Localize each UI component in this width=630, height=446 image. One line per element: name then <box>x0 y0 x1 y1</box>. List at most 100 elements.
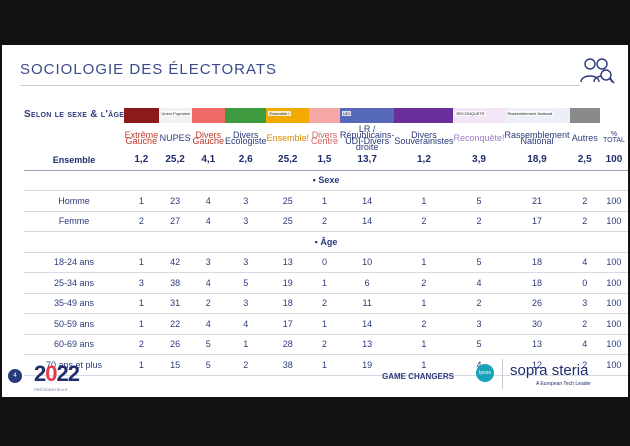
column-header: Ensemble! <box>266 132 310 143</box>
table-cell: 1 <box>224 334 267 355</box>
row-label: 60-69 ans <box>24 334 125 355</box>
table-cell: 2 <box>394 211 454 232</box>
table-cell: 3 <box>453 313 505 335</box>
table-row: 25-34 ans 3 38 4 5 19 1 6 2 4 18 0 100 <box>24 272 628 294</box>
section-header-row: ▪ Sexe <box>24 170 628 191</box>
row-label: 70 ans et plus <box>24 354 125 376</box>
table-cell: 1 <box>124 252 159 273</box>
section-text: Sexe <box>318 175 340 186</box>
section-header-row: ▪ Âge <box>24 231 628 253</box>
table-cell: 2 <box>309 293 340 314</box>
section-subtitle: Selon le sexe & l'âge <box>24 109 125 120</box>
slide: SOCIOLOGIE DES ÉLECTORATS Selon le sexe … <box>2 45 628 397</box>
footer-divider <box>502 359 503 389</box>
table-cell: 0 <box>569 272 600 294</box>
table-cell: 1 <box>394 334 454 355</box>
table-cell: 2,6 <box>224 149 267 171</box>
table-cell: 4 <box>191 190 225 212</box>
party-swatch: Rassemblement National <box>504 107 570 123</box>
table-row: Homme 1 23 4 3 25 1 14 1 5 21 2 100 <box>24 190 628 212</box>
table-cell: 3 <box>224 252 267 273</box>
sopra-steria-tagline: A European Tech Leader <box>536 381 591 387</box>
table-cell: 1 <box>309 354 340 376</box>
party-swatch: Union Populaire <box>158 107 192 123</box>
table-cell: 100 <box>599 211 628 232</box>
table-cell: 5 <box>191 354 225 376</box>
table-cell: 3 <box>224 293 267 314</box>
row-label: Homme <box>24 190 125 212</box>
table-cell: 13,7 <box>339 149 395 171</box>
table-cell: 25 <box>266 190 310 212</box>
party-swatch-cell: RECONQUETE <box>453 105 505 126</box>
table-cell: 18 <box>266 293 310 314</box>
table-cell: 19 <box>339 354 395 376</box>
table-cell: 100 <box>599 293 628 314</box>
table-cell: 4 <box>224 313 267 335</box>
electorate-table: Union Populaire Ensemble ! UDI RECONQUETE Ra… <box>24 105 628 376</box>
table-cell: 1 <box>309 272 340 294</box>
table-cell: 10 <box>339 252 395 273</box>
table-cell: 26 <box>504 293 570 314</box>
table-row: 35-49 ans 1 31 2 3 18 2 11 1 2 26 3 100 <box>24 293 628 314</box>
page-number: 4 <box>8 369 22 383</box>
row-label: 35-49 ans <box>24 293 125 314</box>
table-cell: 2 <box>569 190 600 212</box>
bullet-icon: ▪ <box>314 236 321 247</box>
table-cell: 13 <box>504 334 570 355</box>
table-cell: 100 <box>599 354 628 376</box>
column-header: Extrême Gauche <box>124 129 159 146</box>
table-cell: 19 <box>266 272 310 294</box>
table-cell: 13 <box>266 252 310 273</box>
subtitle-cell <box>24 105 124 126</box>
table-cell: 30 <box>504 313 570 335</box>
table-cell: 26 <box>158 334 192 355</box>
table-cell: 2 <box>394 313 454 335</box>
column-header: Reconquête! <box>453 132 505 143</box>
section-text: Âge <box>320 236 338 247</box>
column-header-row: Extrême Gauche NUPES Divers Gauche Divers E… <box>24 123 628 152</box>
page-title: SOCIOLOGIE DES ÉLECTORATS <box>20 61 278 78</box>
party-swatch: RECONQUETE <box>453 107 505 123</box>
table-cell: 5 <box>453 252 505 273</box>
table-cell: 2 <box>569 313 600 335</box>
table-cell: 31 <box>158 293 192 314</box>
table-cell: 18 <box>504 252 570 273</box>
table-cell: 13 <box>339 334 395 355</box>
column-header: LR / Républicains-UDI-Divers droite <box>339 123 395 152</box>
table-row: Femme 2 27 4 3 25 2 14 2 2 17 2 100 <box>24 211 628 232</box>
row-label: Femme <box>24 211 125 232</box>
table-cell: 28 <box>266 334 310 355</box>
table-cell: 3 <box>224 211 267 232</box>
party-color-row: Union Populaire Ensemble ! UDI RECONQUETE Ra… <box>24 105 628 126</box>
table-cell: 14 <box>339 190 395 212</box>
table-cell: 1 <box>124 293 159 314</box>
row-label: Ensemble <box>24 149 125 171</box>
table-cell: 100 <box>599 190 628 212</box>
column-header: Divers Souverainistes <box>394 129 454 146</box>
table-cell: 4,1 <box>191 149 225 171</box>
party-swatch-cell <box>124 105 159 126</box>
table-cell: 4 <box>569 252 600 273</box>
section-label: ▪ Sexe <box>24 170 628 191</box>
table-cell: 1 <box>394 252 454 273</box>
party-swatch <box>394 107 454 123</box>
table-row: 50-59 ans 1 22 4 4 17 1 14 2 3 30 2 100 <box>24 313 628 335</box>
table-cell: 3 <box>191 252 225 273</box>
table-cell: 22 <box>158 313 192 335</box>
table-cell: 100 <box>599 334 628 355</box>
column-header: Rassemblement National <box>504 129 570 146</box>
table-cell: 3 <box>224 190 267 212</box>
table-cell: 2 <box>394 272 454 294</box>
table-cell: 0 <box>309 252 340 273</box>
table-cell: 1,2 <box>124 149 159 171</box>
table-cell: 27 <box>158 211 192 232</box>
table-cell: 1,5 <box>309 149 340 171</box>
table-row: 60-69 ans 2 26 5 1 28 2 13 1 5 13 4 100 <box>24 334 628 355</box>
table-cell: 38 <box>266 354 310 376</box>
table-cell: 12 <box>504 354 570 376</box>
row-label: 50-59 ans <box>24 313 125 335</box>
table-cell: 5 <box>224 272 267 294</box>
table-cell: 1 <box>124 354 159 376</box>
table-cell: 2 <box>453 293 505 314</box>
table-row: 18-24 ans 1 42 3 3 13 0 10 1 5 18 4 100 <box>24 252 628 273</box>
